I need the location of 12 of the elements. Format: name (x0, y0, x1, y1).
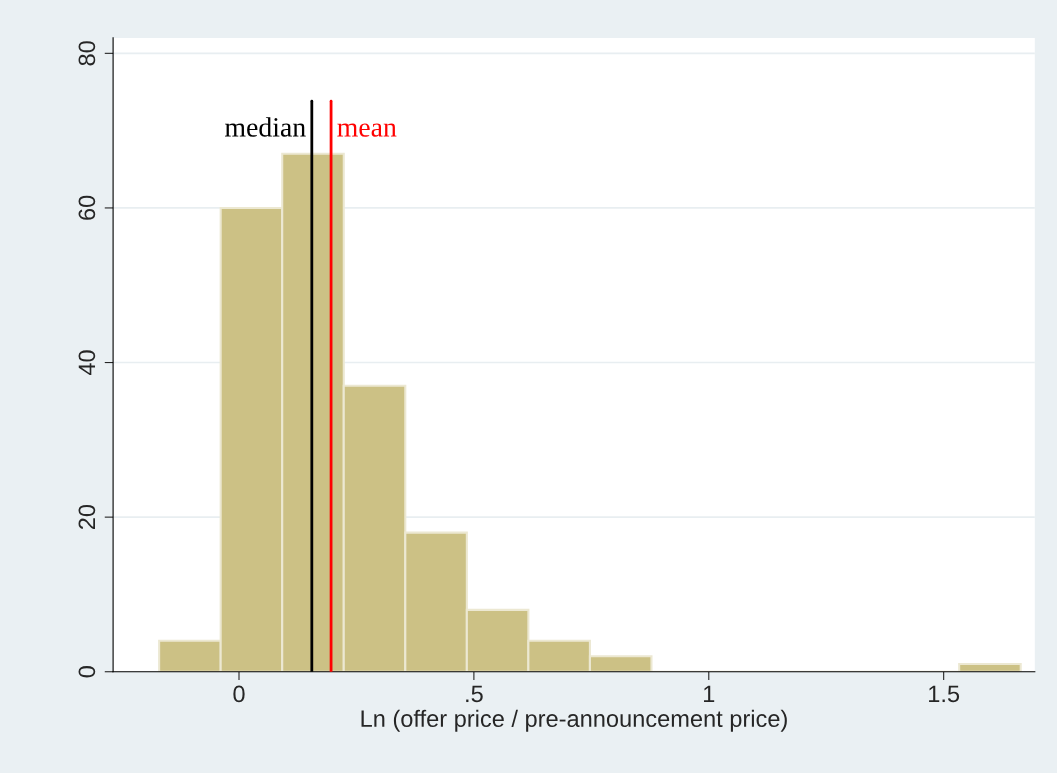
ref-line-label: median (225, 117, 306, 137)
x-axis-title: Ln (offer price / pre-announcement price) (361, 709, 787, 732)
y-tick-label: 0 (78, 666, 96, 678)
x-tick-label: .5 (466, 685, 483, 703)
x-tick-label: 1 (704, 685, 715, 703)
x-tick-label: 1.5 (929, 685, 960, 703)
y-tick-label: 20 (78, 504, 96, 530)
ref-line-label: mean (337, 123, 397, 137)
y-tick-label: 60 (78, 195, 96, 220)
y-tick-label: 80 (78, 41, 96, 66)
x-tick-label: 0 (233, 685, 245, 703)
y-tick-label: 40 (78, 350, 96, 376)
